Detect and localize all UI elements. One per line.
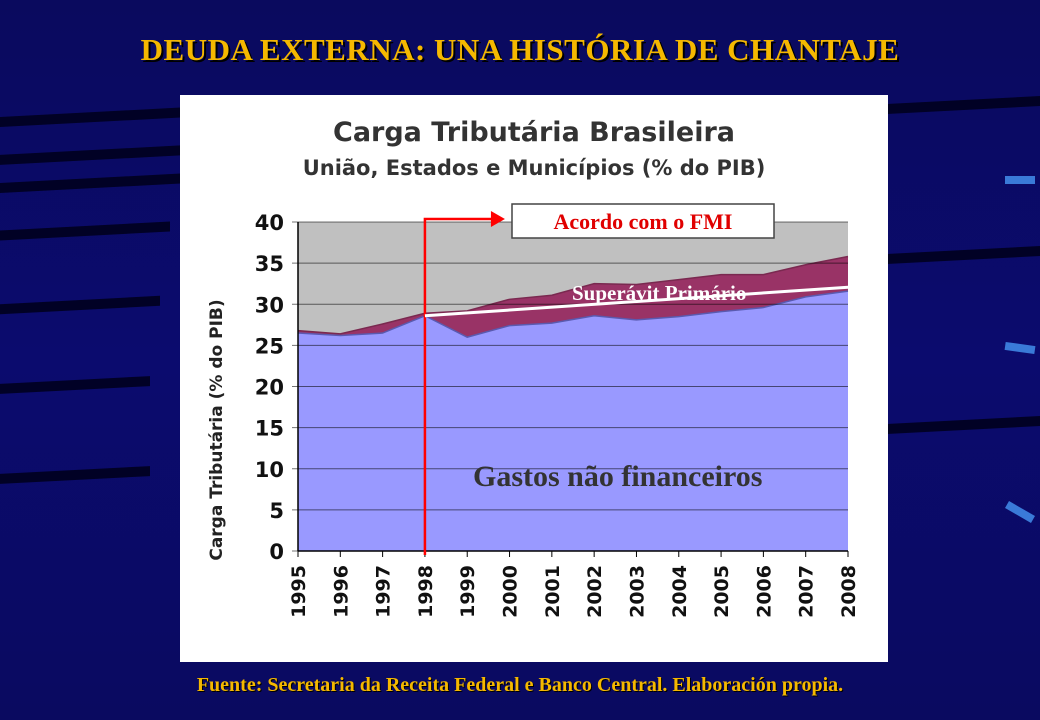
x-tick-label: 2004: [669, 565, 691, 618]
line-series-gastos: [297, 290, 849, 338]
x-tick-label: 2003: [626, 565, 648, 618]
gastos-area-label: Gastos não financeiros: [473, 460, 762, 493]
x-tick-label: 1997: [373, 565, 395, 618]
x-tick-label: 1995: [288, 565, 310, 618]
x-tick-label: 2007: [796, 565, 818, 618]
imf-marker-arrowhead: [490, 211, 505, 227]
imf-marker-line: [423, 217, 495, 555]
x-tick-label: 1999: [457, 565, 479, 618]
x-tick-label: 2005: [711, 565, 733, 618]
decorative-streak: [0, 376, 150, 394]
chart-panel: Carga Tributária Brasileira União, Estad…: [180, 95, 888, 662]
y-tick-label: 40: [255, 211, 284, 235]
y-axis-label: Carga Tributária (% do PIB): [207, 299, 227, 560]
decorative-streak: [0, 173, 190, 193]
decorative-streak: [888, 96, 1040, 114]
line-series-superavit: [297, 255, 849, 335]
decorative-streak: [0, 107, 190, 127]
chart-subtitle: União, Estados e Municípios (% do PIB): [303, 156, 766, 180]
decorative-streak: [888, 246, 1040, 264]
decorative-streak: [888, 416, 1040, 434]
decorative-streak: [1004, 341, 1036, 355]
x-tick-label: 2000: [500, 565, 522, 618]
decorative-streak: [1005, 501, 1035, 523]
source-footnote: Fuente: Secretaria da Receita Federal e …: [196, 674, 844, 696]
y-tick-label: 15: [255, 417, 284, 441]
decorative-streak: [0, 295, 160, 315]
y-tick-label: 25: [255, 334, 284, 358]
decorative-streak: [1005, 176, 1035, 184]
decorative-streak: [0, 466, 150, 484]
chart: Carga Tributária Brasileira União, Estad…: [207, 117, 860, 618]
x-tick-label: 1996: [330, 565, 352, 618]
y-tick-label: 20: [255, 376, 284, 400]
y-tick-label: 35: [255, 252, 284, 276]
x-tick-label: 2002: [584, 565, 606, 618]
y-tick-label: 0: [269, 540, 284, 564]
x-tick-label: 2008: [838, 565, 860, 618]
chart-title: Carga Tributária Brasileira: [333, 117, 735, 148]
x-tick-label: 2006: [753, 565, 775, 618]
reference-line: [424, 285, 851, 318]
decorative-streak: [0, 221, 170, 241]
y-tick-label: 5: [269, 499, 284, 523]
plot-area: 0 5 10 15 20 25 30 35 40 1995 1996 1997 1998 1999 2000…: [255, 203, 860, 618]
y-tick-label: 30: [255, 293, 284, 317]
imf-annotation-label: Acordo com o FMI: [553, 209, 732, 234]
imf-annotation-box: [511, 203, 775, 239]
superavit-area-label: Superávit Primário: [572, 281, 746, 305]
area-series-gastos: [298, 291, 848, 551]
x-tick-label: 2001: [542, 565, 564, 618]
slide-title: DEUDA EXTERNA: UNA HISTÓRIA DE CHANTAJE: [140, 32, 900, 67]
x-tick-label: 1998: [415, 565, 437, 618]
y-tick-label: 10: [255, 458, 284, 482]
decorative-streak: [0, 145, 185, 165]
